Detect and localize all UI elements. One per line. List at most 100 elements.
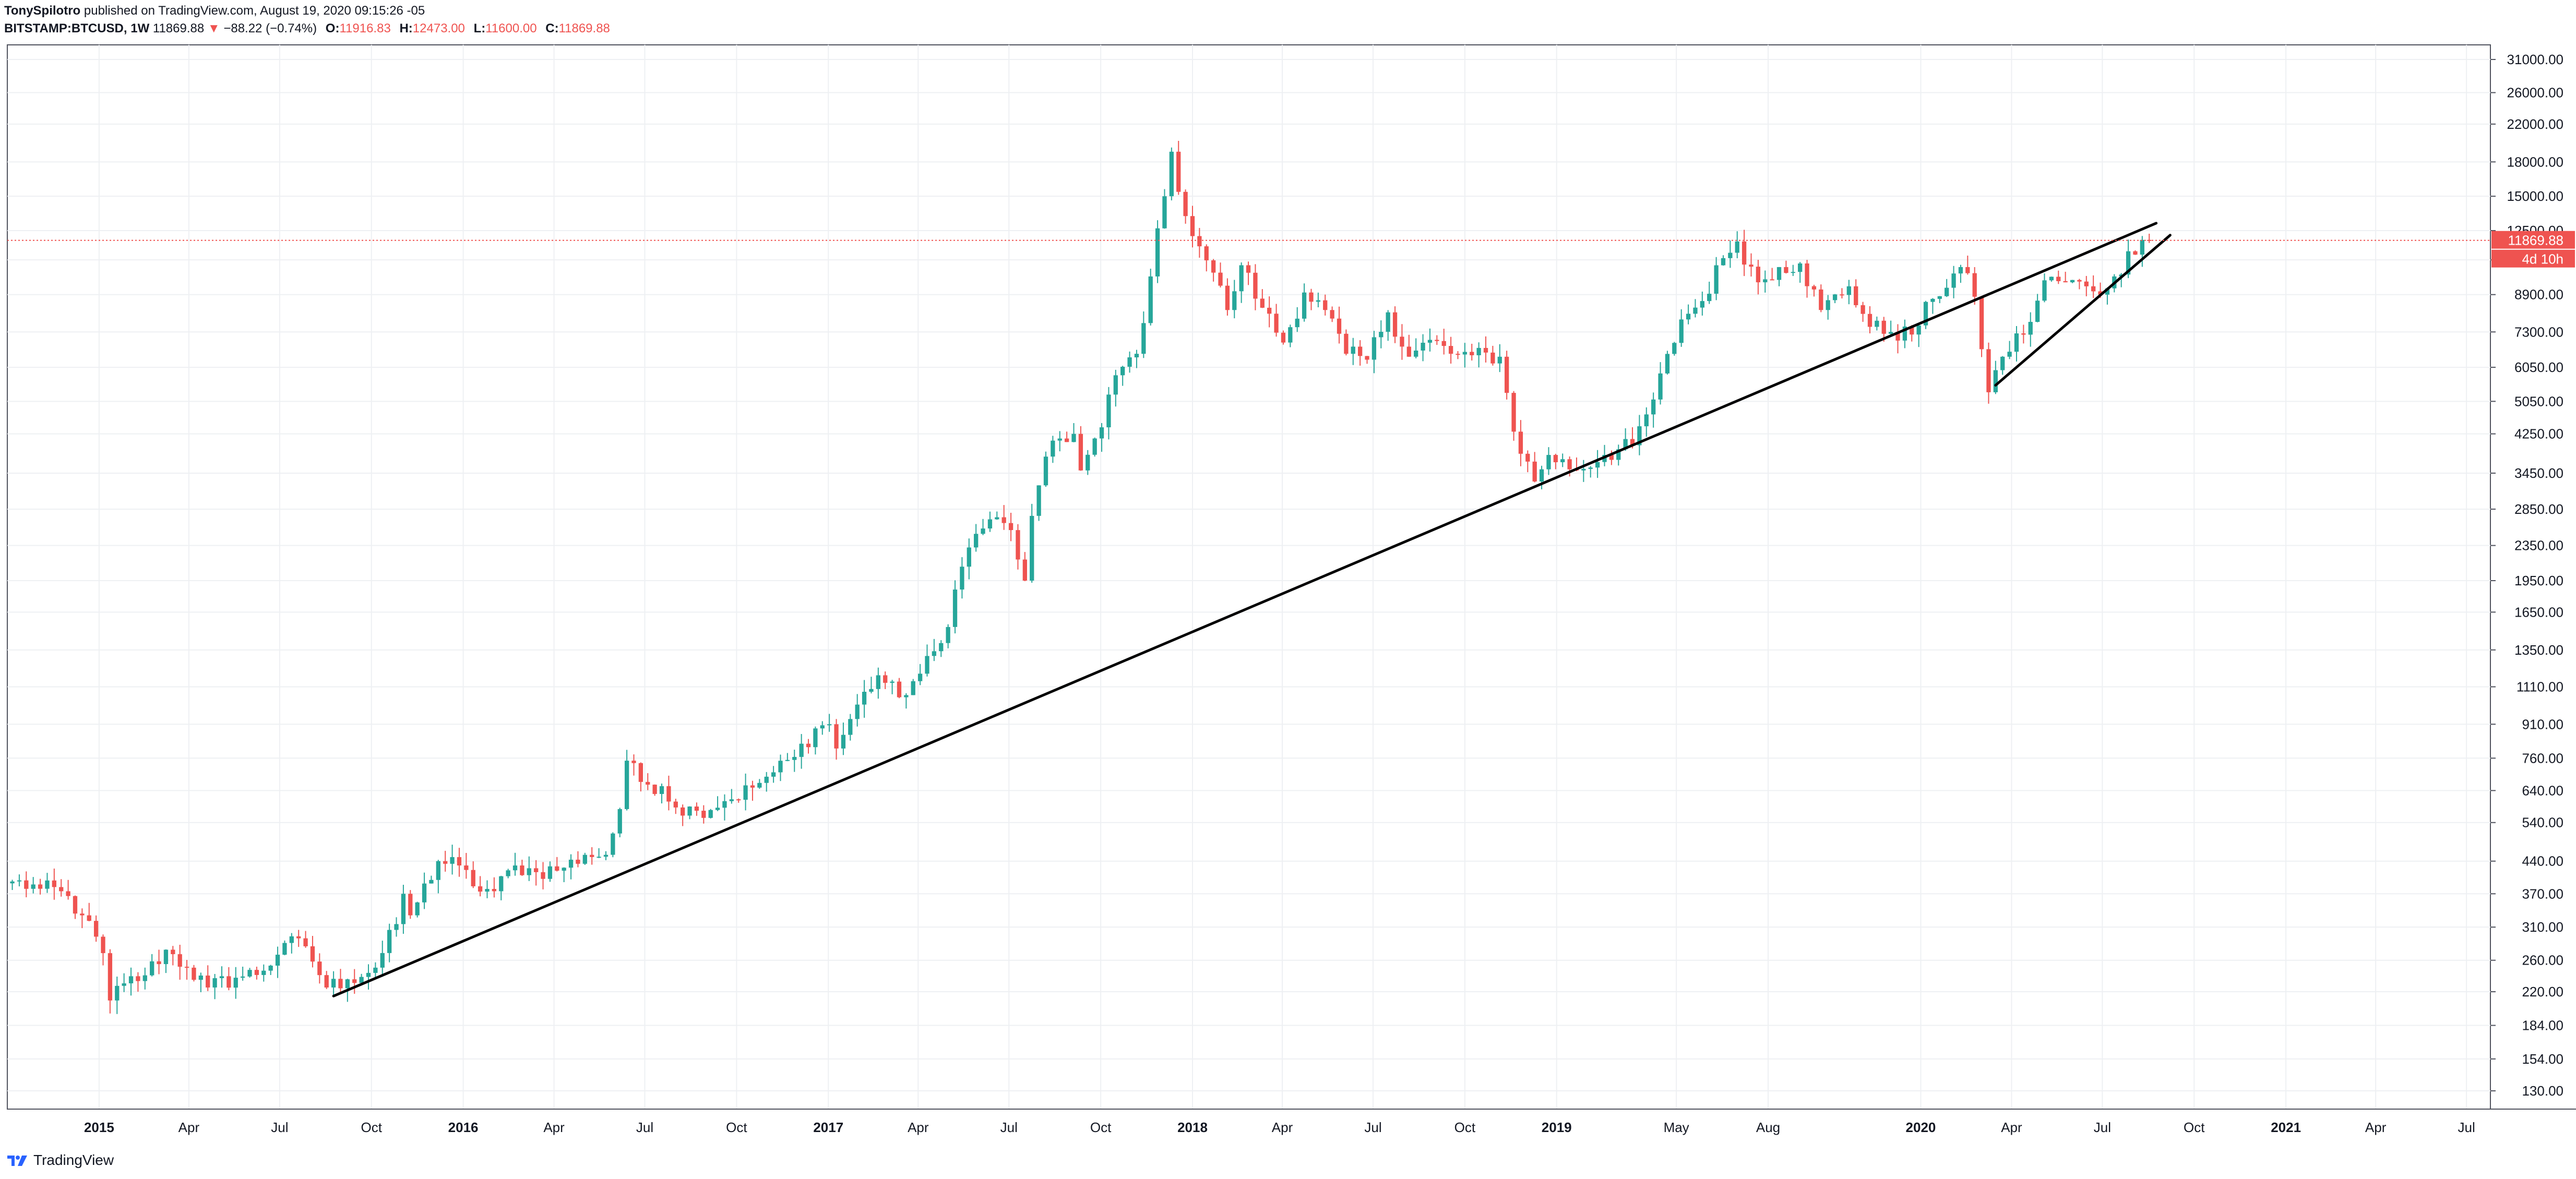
candle-body <box>464 865 469 870</box>
author-name[interactable]: TonySpilotro <box>4 4 81 18</box>
time-tick-label: Jul <box>636 1120 653 1135</box>
time-tick-label: Aug <box>1756 1120 1780 1135</box>
candle-body <box>1001 517 1006 523</box>
candle-body <box>478 886 483 892</box>
symbol-line: BITSTAMP:BTCUSD, 1W 11869.88 ▼ −88.22 (−… <box>4 21 610 35</box>
interval-label[interactable]: 1W <box>130 21 150 35</box>
candle-body <box>1476 347 1481 355</box>
candle-body <box>1260 298 1265 308</box>
candle-body <box>722 801 727 808</box>
time-tick-label: 2015 <box>84 1120 114 1135</box>
candle-body <box>2077 280 2082 282</box>
candle-body <box>568 859 574 868</box>
last-price-badge <box>2491 231 2575 249</box>
last-price: 11869.88 <box>152 21 205 35</box>
candle-body <box>1357 346 1363 356</box>
candle-body <box>960 567 964 590</box>
high-value: 12473.00 <box>412 21 465 35</box>
candle-body <box>1763 279 1768 283</box>
candle-body <box>219 976 224 979</box>
candle-body <box>1036 485 1041 516</box>
candle-body <box>1840 294 1844 296</box>
candle-body <box>1805 263 1809 286</box>
candle-body <box>1951 273 1956 288</box>
candle-body <box>1421 342 1425 351</box>
candle-body <box>1979 296 1984 350</box>
candle-body <box>520 865 524 875</box>
candle-body <box>1155 228 1160 276</box>
candle-body <box>1204 246 1209 261</box>
candle-body <box>1902 326 1907 341</box>
candle-body <box>310 946 315 962</box>
time-tick-label: Oct <box>2184 1120 2205 1135</box>
candle-body <box>184 967 189 968</box>
price-tick-label: 1650.00 <box>2514 604 2563 620</box>
trendline[interactable] <box>332 222 2158 997</box>
trendline[interactable] <box>1994 234 2172 387</box>
price-tick-label: 4250.00 <box>2514 426 2563 442</box>
candle-body <box>1986 349 1991 392</box>
candle-body <box>450 857 455 864</box>
candle-body <box>869 689 874 692</box>
candle-body <box>1895 332 1900 341</box>
candle-body <box>939 643 944 652</box>
price-tick-label: 220.00 <box>2522 984 2563 1000</box>
trendline-drawings[interactable] <box>7 222 2490 997</box>
candle-body <box>1791 272 1795 273</box>
candle-body <box>2133 251 2138 255</box>
candle-body <box>1400 336 1404 347</box>
open-label: O: <box>325 21 340 35</box>
candle-body <box>198 975 204 980</box>
candle-body <box>1344 333 1349 354</box>
candle-body <box>1043 456 1048 486</box>
candle-body <box>904 695 909 697</box>
candle-body <box>827 724 832 726</box>
candle-body <box>1456 354 1460 355</box>
candle-body <box>506 870 510 876</box>
candle-body <box>1798 263 1803 272</box>
candle-body <box>1323 300 1328 310</box>
candle-body <box>1651 399 1656 415</box>
candle-body <box>108 953 113 1001</box>
candle-body <box>471 870 475 886</box>
time-tick-label: Oct <box>726 1120 747 1135</box>
candle-body <box>1637 426 1642 446</box>
price-tick-label: 1950.00 <box>2514 573 2563 588</box>
candle-body <box>1560 459 1565 463</box>
low-value: 11600.00 <box>485 21 537 35</box>
candle-body <box>1749 264 1754 267</box>
candle-body <box>1623 439 1628 450</box>
candle-body <box>457 857 462 865</box>
candle-body <box>2105 288 2110 295</box>
time-tick-label: Jul <box>2094 1120 2111 1135</box>
candle-body <box>429 880 434 884</box>
candle-body <box>631 761 636 763</box>
tradingview-brand-text: TradingView <box>33 1152 114 1168</box>
candle-body <box>1197 236 1202 247</box>
symbol-name[interactable]: BITSTAMP:BTCUSD <box>4 21 124 35</box>
candle-body <box>415 902 420 916</box>
candle-body <box>1016 530 1020 560</box>
candle-body <box>1546 455 1551 470</box>
time-tick-label: Jul <box>271 1120 288 1135</box>
candle-body <box>1532 461 1537 482</box>
candle-body <box>841 735 846 749</box>
open-value: 11916.83 <box>339 21 391 35</box>
candle-body <box>345 979 350 989</box>
price-tick-label: 2850.00 <box>2514 501 2563 517</box>
candle-body <box>2140 239 2144 255</box>
candle-body <box>1057 438 1062 441</box>
time-tick-label: Apr <box>908 1120 929 1135</box>
candle-body <box>150 961 154 976</box>
candle-body <box>562 868 566 871</box>
tradingview-brand[interactable]: TradingView <box>6 1150 114 1171</box>
candle-body <box>897 681 902 697</box>
candle-body <box>247 970 252 977</box>
time-tick-label: Apr <box>2001 1120 2022 1135</box>
candle-body <box>331 979 336 988</box>
candle-body <box>771 772 776 777</box>
candle-body <box>1756 267 1761 283</box>
candle-body <box>275 955 280 966</box>
candle-body <box>527 868 531 875</box>
